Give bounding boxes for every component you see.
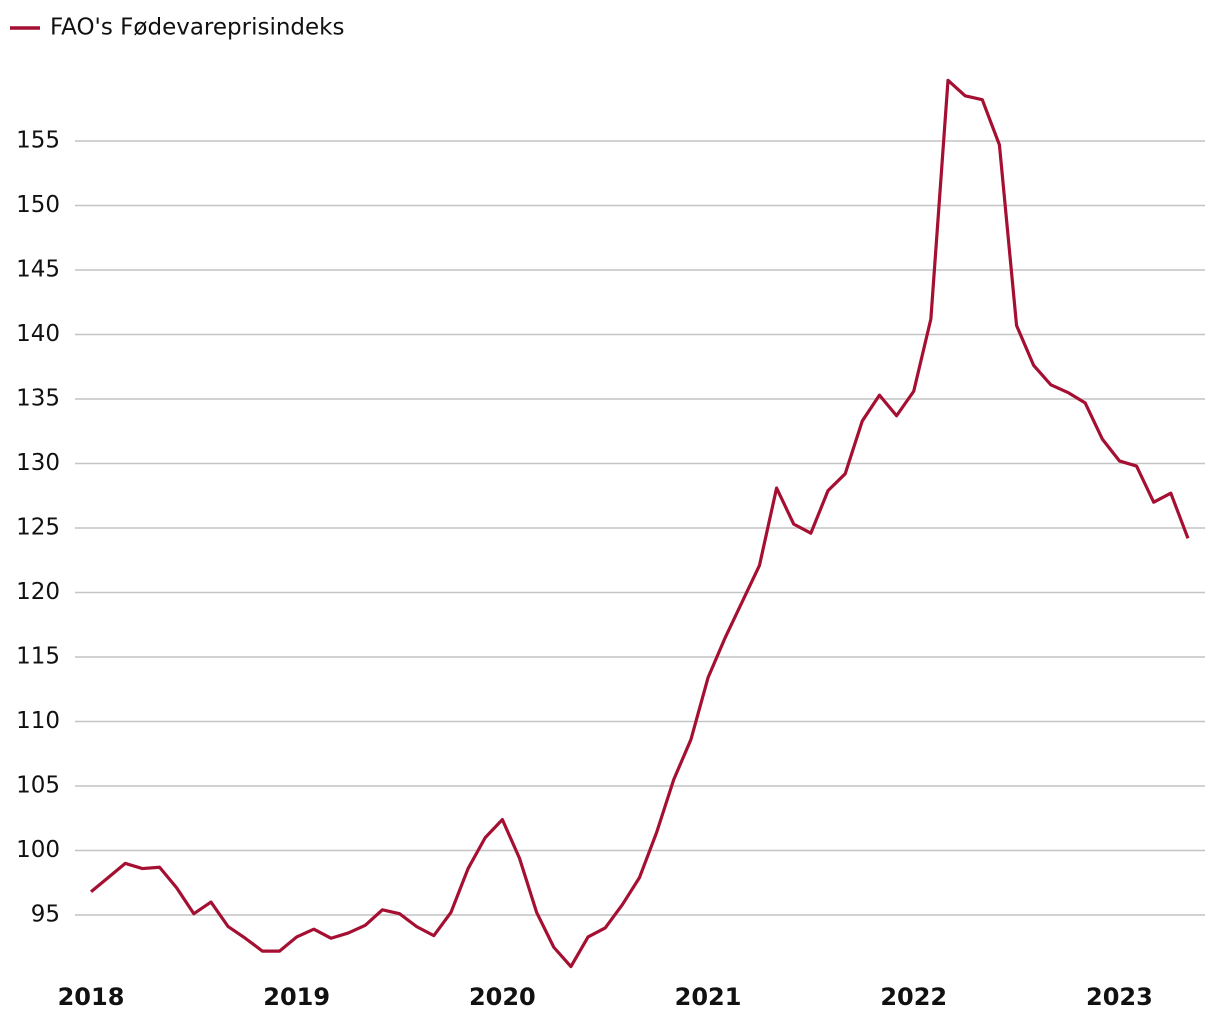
- y-tick-label: 150: [16, 192, 60, 218]
- y-tick-label: 155: [16, 128, 60, 154]
- y-tick-label: 105: [16, 773, 60, 799]
- x-tick-label: 2022: [880, 983, 947, 1011]
- y-tick-label: 130: [16, 450, 60, 476]
- y-tick-label: 110: [16, 708, 60, 734]
- x-tick-label: 2019: [263, 983, 330, 1011]
- x-tick-label: 2023: [1086, 983, 1153, 1011]
- y-tick-label: 115: [16, 644, 60, 670]
- legend-label: FAO's Fødevareprisindeks: [50, 15, 344, 41]
- x-tick-label: 2020: [469, 983, 536, 1011]
- y-tick-label: 140: [16, 321, 60, 347]
- y-tick-label: 145: [16, 257, 60, 283]
- y-tick-label: 100: [16, 837, 60, 863]
- x-tick-label: 2021: [675, 983, 742, 1011]
- y-tick-label: 125: [16, 515, 60, 541]
- y-tick-label: 95: [31, 902, 60, 928]
- y-tick-label: 120: [16, 579, 60, 605]
- y-tick-label: 135: [16, 386, 60, 412]
- data-line: [89, 78, 1190, 969]
- x-tick-label: 2018: [58, 983, 125, 1011]
